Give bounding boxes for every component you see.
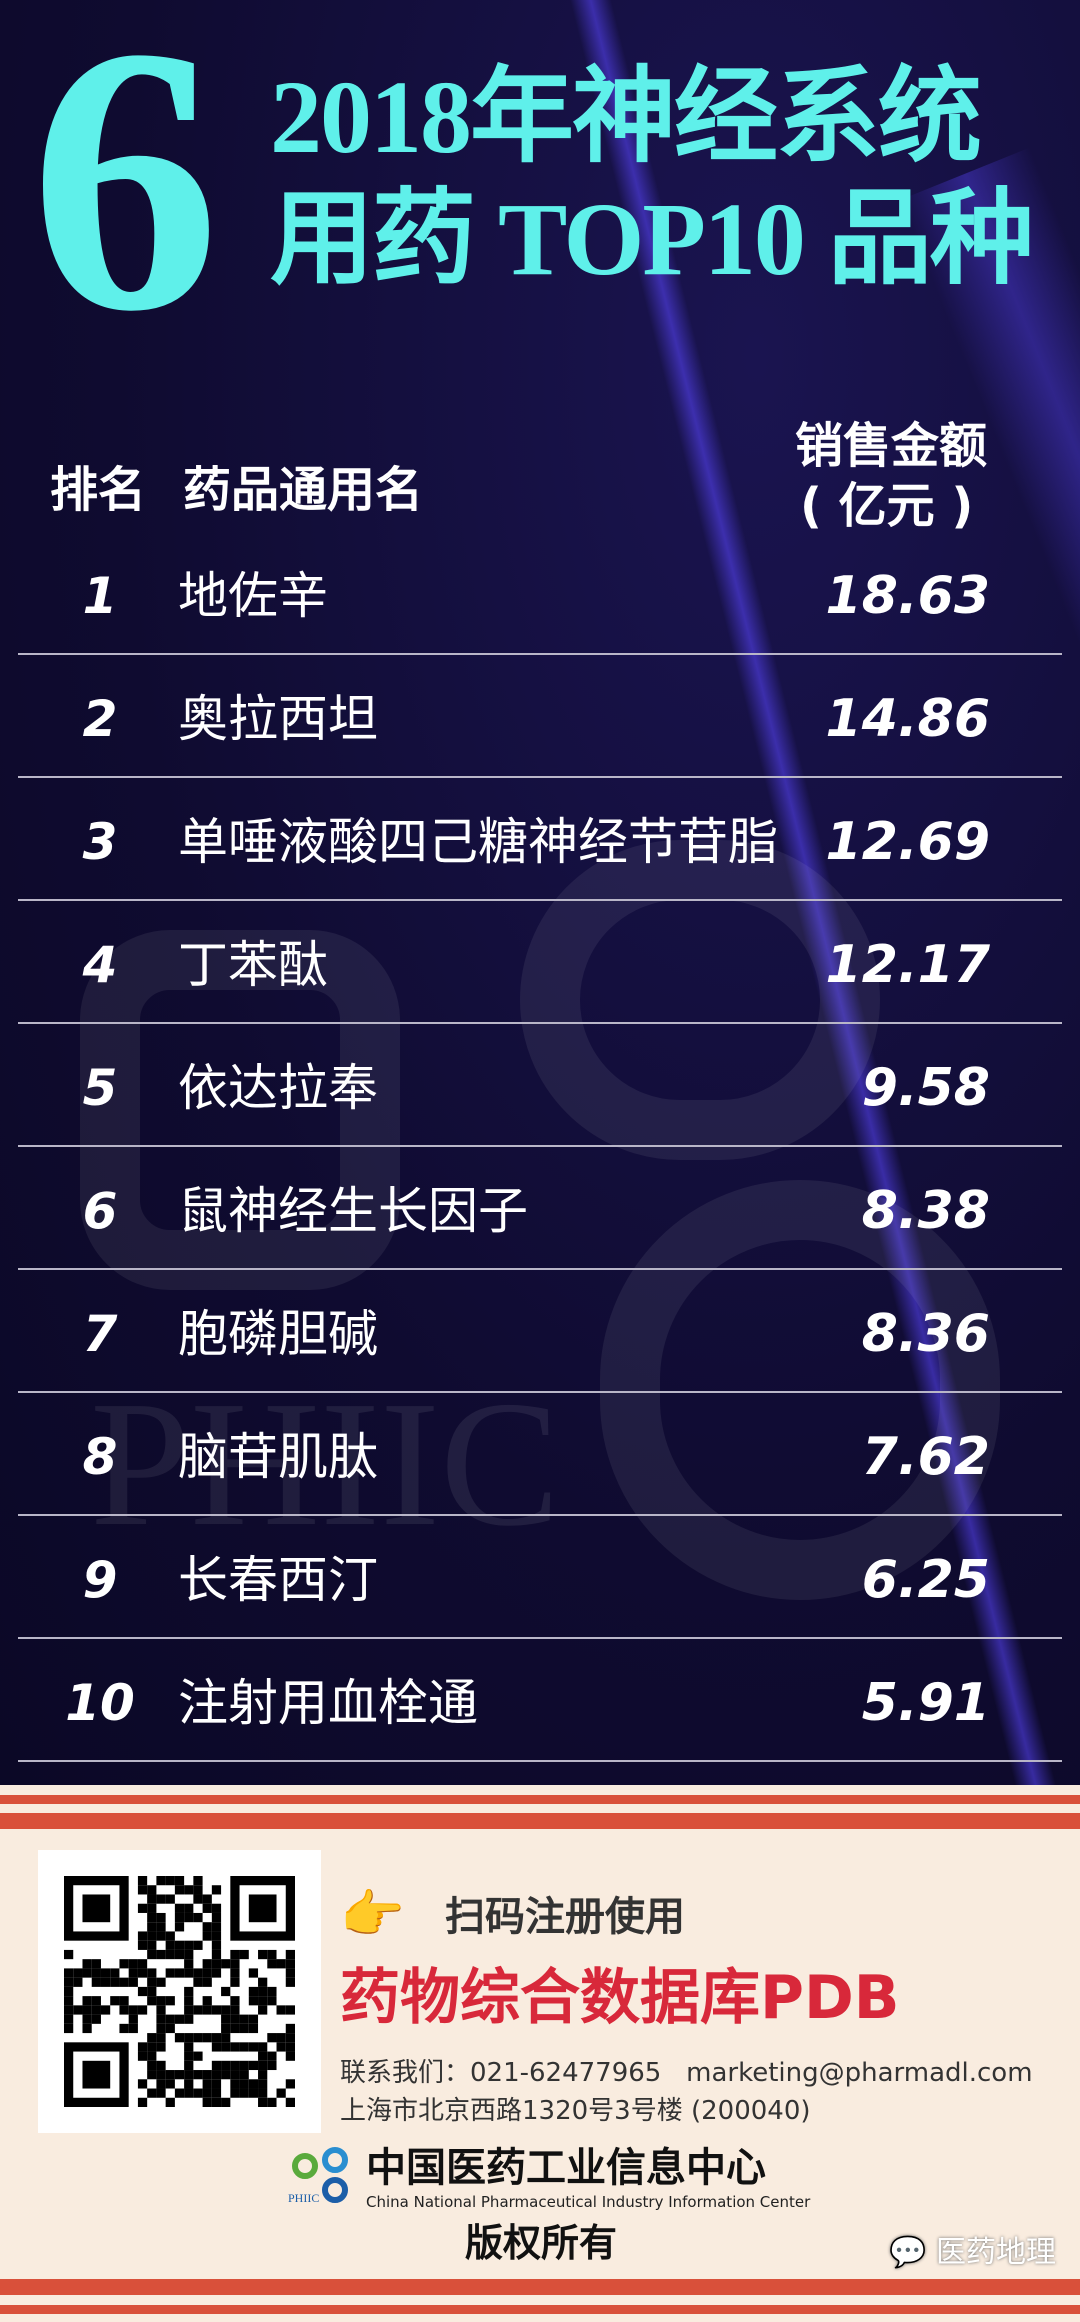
- drug-name: 奥拉西坦: [178, 690, 378, 748]
- header-name: 药品通用名: [183, 462, 424, 518]
- rank: 7: [82, 1305, 118, 1363]
- table-row: 1 地佐辛 18.63: [0, 532, 1080, 655]
- qr-code-image: [64, 1876, 295, 2107]
- sales-value: 6.25: [861, 1550, 990, 1610]
- row-divider: [18, 1022, 1062, 1024]
- sales-value: 7.62: [861, 1427, 990, 1487]
- rank: 10: [65, 1674, 135, 1732]
- wechat-source: 医药地理: [936, 2235, 1056, 2270]
- sales-value: 9.58: [861, 1058, 990, 1118]
- rank: 3: [82, 813, 118, 871]
- title-line-2: 用药 TOP10 品种: [270, 182, 1034, 297]
- row-divider: [18, 1637, 1062, 1639]
- product-name: 药物综合数据库PDB: [340, 1963, 900, 2033]
- row-divider: [18, 899, 1062, 901]
- drug-name: 脑苷肌肽: [178, 1428, 378, 1486]
- row-divider: [18, 776, 1062, 778]
- rank: 5: [82, 1059, 118, 1117]
- table-row: 7 胞磷胆碱 8.36: [0, 1270, 1080, 1393]
- wechat-icon: 💬: [889, 2235, 927, 2270]
- org-name-en: China National Pharmaceutical Industry I…: [366, 2193, 811, 2211]
- copyright: 版权所有: [465, 2221, 618, 2265]
- sales-value: 8.36: [861, 1304, 990, 1364]
- rank: 8: [82, 1428, 118, 1486]
- rank: 4: [82, 936, 118, 994]
- table-row: 9 长春西汀 6.25: [0, 1516, 1080, 1639]
- qr-code[interactable]: [38, 1850, 321, 2133]
- row-divider: [18, 1514, 1062, 1516]
- drug-name: 地佐辛: [178, 567, 328, 625]
- sales-value: 8.38: [861, 1181, 990, 1241]
- row-divider: [18, 1391, 1062, 1393]
- sales-value: 14.86: [825, 689, 990, 749]
- row-divider: [18, 1268, 1062, 1270]
- sales-value: 12.69: [825, 812, 990, 872]
- rank: 6: [82, 1182, 118, 1240]
- table-row: 6 鼠神经生长因子 8.38: [0, 1147, 1080, 1270]
- sales-value: 12.17: [825, 935, 990, 995]
- footer-ad: 👉 扫码注册使用 药物综合数据库PDB 联系我们：021-62477965 ma…: [0, 1785, 1080, 2322]
- drug-name: 注射用血栓通: [178, 1674, 478, 1732]
- stripe: [0, 2305, 1080, 2314]
- org-name-cn: 中国医药工业信息中心: [366, 2145, 766, 2191]
- poster-background: PHIIC: [0, 0, 1080, 1785]
- contact-info: 联系我们：021-62477965 marketing@pharmadl.com: [340, 2058, 1033, 2088]
- table-row: 8 脑苷肌肽 7.62: [0, 1393, 1080, 1516]
- title-line-1: 2018年神经系统: [270, 60, 982, 175]
- header-sales: 销售金额: [795, 418, 988, 474]
- drug-name: 丁苯酞: [178, 936, 328, 994]
- sales-value: 18.63: [825, 566, 990, 626]
- address: 上海市北京西路1320号3号楼 (200040): [340, 2096, 811, 2126]
- header-rank: 排名: [50, 462, 147, 518]
- rank: 2: [82, 690, 118, 748]
- scan-label: 扫码注册使用: [445, 1894, 685, 1940]
- issue-number: 6: [30, 0, 220, 390]
- row-divider: [18, 1760, 1062, 1762]
- table-row: 2 奥拉西坦 14.86: [0, 655, 1080, 778]
- watermark-logo-shape: [80, 930, 400, 1290]
- stripe: [0, 1795, 1080, 1804]
- row-divider: [18, 1145, 1062, 1147]
- drug-name: 依达拉奉: [178, 1059, 378, 1117]
- stripe: [0, 2279, 1080, 2295]
- rank: 1: [82, 567, 118, 625]
- table-row: 10 注射用血栓通 5.91: [0, 1639, 1080, 1762]
- pointing-hand-icon: 👉: [340, 1885, 405, 1945]
- drug-name: 单唾液酸四己糖神经节苷脂: [178, 813, 778, 871]
- phiic-logo: PHIIC: [288, 2147, 358, 2209]
- drug-name: 鼠神经生长因子: [178, 1182, 528, 1240]
- drug-name: 胞磷胆碱: [178, 1305, 378, 1363]
- stripe: [0, 1813, 1080, 1829]
- header-sales-unit: ( 亿元 ): [800, 478, 974, 534]
- wechat-watermark: 💬 医药地理: [889, 2235, 1056, 2271]
- table-row: 3 单唾液酸四己糖神经节苷脂 12.69: [0, 778, 1080, 901]
- watermark-text: PHIIC: [90, 1364, 561, 1563]
- row-divider: [18, 653, 1062, 655]
- sales-value: 5.91: [861, 1673, 990, 1733]
- rank: 9: [82, 1551, 118, 1609]
- drug-name: 长春西汀: [178, 1551, 378, 1609]
- table-row: 4 丁苯酞 12.17: [0, 901, 1080, 1024]
- table-row: 5 依达拉奉 9.58: [0, 1024, 1080, 1147]
